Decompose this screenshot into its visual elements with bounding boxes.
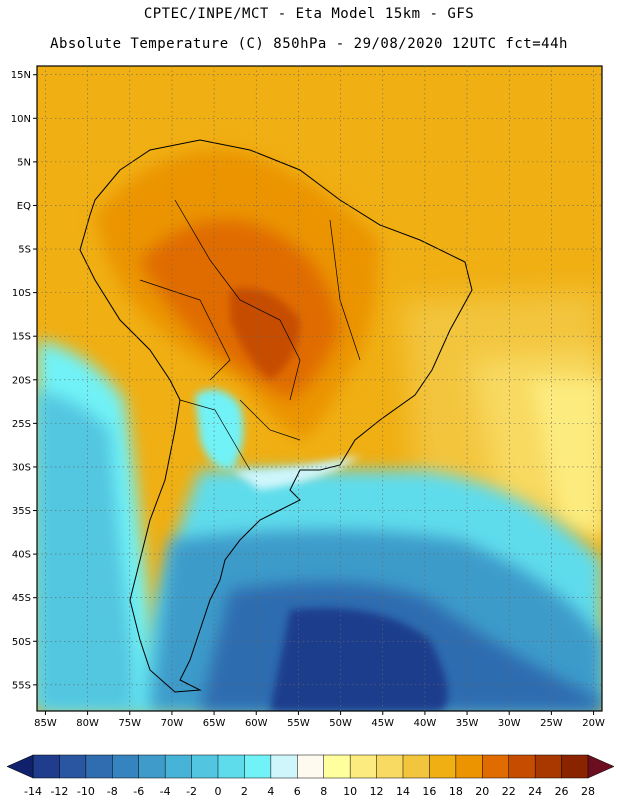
colorbar-swatch xyxy=(323,754,351,779)
lat-label: 55S xyxy=(12,680,31,691)
colorbar-label: 18 xyxy=(449,785,463,798)
colorbar-label: -10 xyxy=(77,785,95,798)
colorbar-swatch xyxy=(138,754,166,779)
colorbar-swatch xyxy=(164,754,193,779)
colorbar-label: 14 xyxy=(396,785,410,798)
lon-label: 65W xyxy=(203,718,226,729)
coastline xyxy=(79,139,473,693)
lat-label: 15S xyxy=(12,332,31,343)
lon-label: 50W xyxy=(329,718,352,729)
lat-label: 10N xyxy=(11,114,31,125)
colorbar-label: 20 xyxy=(475,785,489,798)
colorbar-swatch xyxy=(561,754,589,779)
lat-label: 10S xyxy=(12,288,31,299)
lon-label: 60W xyxy=(245,718,268,729)
field-plata-pale xyxy=(232,455,360,490)
colorbar-label: 12 xyxy=(370,785,384,798)
colorbar-label: -6 xyxy=(133,785,144,798)
colorbar-low-arrow xyxy=(6,754,34,779)
colorbar-label: 24 xyxy=(528,785,542,798)
colorbar-swatch xyxy=(376,754,404,779)
colorbar-swatch xyxy=(112,754,140,779)
colorbar-high-arrow xyxy=(587,754,615,779)
lon-label: 30W xyxy=(498,718,521,729)
colorbar-swatch xyxy=(297,754,325,779)
lat-label: 35S xyxy=(12,506,31,517)
colorbar-swatch xyxy=(508,754,536,779)
colorbar-label: 26 xyxy=(555,785,569,798)
colorbar-label: 28 xyxy=(581,785,595,798)
colorbar-label: 8 xyxy=(320,785,327,798)
colorbar-label: 2 xyxy=(241,785,248,798)
colorbar-swatch xyxy=(482,754,510,779)
title-line-2: Absolute Temperature (C) 850hPa - 29/08/… xyxy=(50,36,568,52)
lon-label: 35W xyxy=(456,718,479,729)
borders xyxy=(139,199,361,471)
colorbar: -14 -12 -10 -8 -6 -4 -2 0 2 4 6 8 10 12 14 16 18 20 22 24 26… xyxy=(6,754,615,798)
lon-label: 70W xyxy=(161,718,184,729)
colorbar-swatch xyxy=(349,754,378,779)
colorbar-label: -4 xyxy=(160,785,171,798)
lon-label: 75W xyxy=(118,718,141,729)
colorbar-swatch xyxy=(85,754,113,779)
lon-label: 80W xyxy=(76,718,99,729)
colorbar-swatch xyxy=(191,754,219,779)
lon-label: 20W xyxy=(582,718,605,729)
field-atlantic-pale xyxy=(530,380,602,540)
colorbar-swatch xyxy=(402,754,430,779)
colorbar-label: 22 xyxy=(502,785,516,798)
lat-label: 25S xyxy=(12,419,31,430)
lat-label: 15N xyxy=(11,70,31,81)
axis-ticks: 15N 10N 5N EQ 5S 10S 15S 20S 25S 30S 35S 40S 45S 50S 5… xyxy=(11,70,605,729)
field-hottest xyxy=(230,288,300,380)
lat-label: 5S xyxy=(18,245,31,256)
colorbar-label: -12 xyxy=(50,785,68,798)
lat-label: 20S xyxy=(12,375,31,386)
colorbar-label: 10 xyxy=(343,785,357,798)
colorbar-swatch xyxy=(217,754,245,779)
colorbar-swatch xyxy=(534,754,563,779)
colorbar-label: -8 xyxy=(107,785,118,798)
lat-label: 30S xyxy=(12,462,31,473)
lon-label: 45W xyxy=(371,718,394,729)
map-frame xyxy=(36,65,603,712)
field-chaco-cool xyxy=(195,389,244,470)
colorbar-swatch xyxy=(59,754,87,779)
colorbar-label: 6 xyxy=(294,785,301,798)
lon-label: 40W xyxy=(414,718,437,729)
lat-label: 45S xyxy=(12,593,31,604)
title-line-1: CPTEC/INPE/MCT - Eta Model 15km - GFS xyxy=(143,6,475,22)
colorbar-swatch xyxy=(32,754,60,779)
colorbar-label: -2 xyxy=(186,785,197,798)
lon-label: 25W xyxy=(540,718,563,729)
colorbar-label: -14 xyxy=(24,785,42,798)
lat-label: 5N xyxy=(17,157,31,168)
lat-label: 50S xyxy=(12,637,31,648)
colorbar-label: 16 xyxy=(422,785,436,798)
colorbar-swatch xyxy=(270,754,298,779)
colorbar-swatch xyxy=(429,754,457,779)
colorbar-label: 0 xyxy=(215,785,222,798)
lat-label: 40S xyxy=(12,550,31,561)
field-south-coldest xyxy=(270,608,448,711)
lon-label: 55W xyxy=(287,718,310,729)
field-pacific-cold xyxy=(37,390,140,711)
lat-label: EQ xyxy=(17,201,31,212)
colorbar-label: 4 xyxy=(267,785,274,798)
lon-label: 85W xyxy=(34,718,57,729)
colorbar-swatch xyxy=(455,754,483,779)
temperature-field xyxy=(37,66,602,711)
colorbar-swatch xyxy=(244,754,272,779)
